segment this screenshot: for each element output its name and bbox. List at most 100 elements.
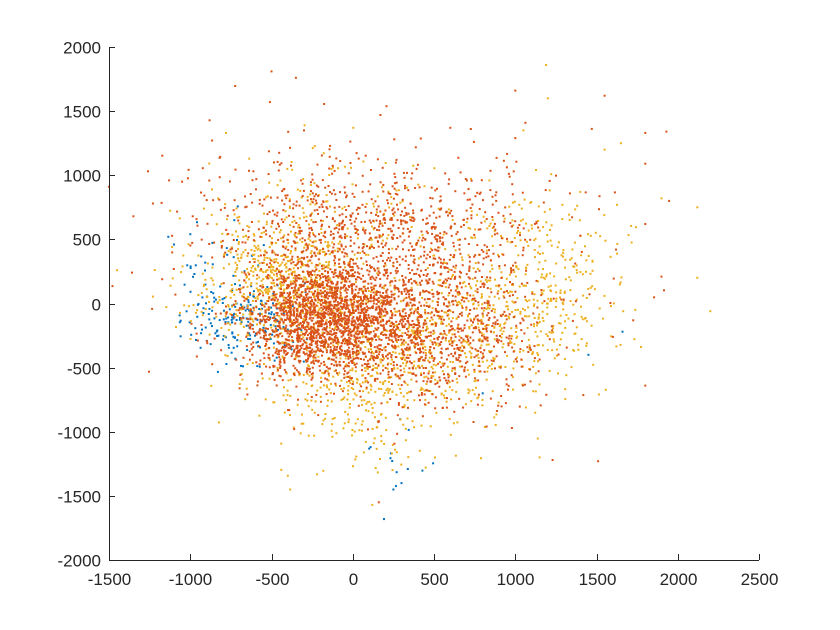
- scatter-point: [352, 351, 355, 354]
- scatter-point: [441, 315, 444, 318]
- scatter-point: [525, 240, 528, 243]
- scatter-point: [293, 330, 296, 333]
- scatter-point: [528, 344, 531, 347]
- scatter-point: [196, 224, 199, 227]
- scatter-point: [331, 333, 334, 336]
- scatter-point: [383, 518, 385, 521]
- scatter-point: [414, 333, 417, 336]
- scatter-point: [326, 245, 329, 248]
- scatter-point: [327, 291, 330, 294]
- scatter-point: [273, 365, 276, 368]
- scatter-point: [183, 283, 186, 286]
- scatter-point: [290, 287, 293, 289]
- scatter-point: [356, 307, 359, 309]
- scatter-point: [401, 332, 404, 335]
- scatter-point: [348, 319, 350, 322]
- scatter-point: [369, 300, 372, 303]
- scatter-point: [242, 293, 245, 296]
- scatter-point: [508, 334, 511, 337]
- scatter-point: [312, 357, 315, 360]
- scatter-point: [434, 321, 437, 324]
- scatter-point: [500, 365, 502, 368]
- scatter-point: [288, 343, 291, 346]
- scatter-point: [568, 218, 571, 221]
- scatter-point: [457, 300, 460, 303]
- scatter-point: [573, 349, 576, 352]
- scatter-point: [538, 245, 541, 248]
- scatter-point: [310, 278, 313, 281]
- scatter-point: [220, 282, 223, 285]
- scatter-point: [333, 210, 336, 213]
- scatter-point: [359, 312, 362, 314]
- scatter-point: [265, 196, 268, 199]
- scatter-point: [356, 327, 359, 330]
- scatter-point: [353, 338, 356, 341]
- scatter-point: [375, 299, 378, 301]
- scatter-point: [458, 335, 461, 338]
- scatter-point: [453, 329, 456, 332]
- scatter-point: [369, 342, 372, 345]
- scatter-point: [420, 386, 423, 389]
- scatter-point: [420, 392, 423, 394]
- scatter-point: [328, 333, 331, 335]
- scatter-point: [316, 347, 319, 350]
- scatter-point: [341, 221, 344, 224]
- scatter-point: [419, 275, 421, 278]
- scatter-point: [271, 317, 274, 319]
- scatter-point: [383, 357, 385, 360]
- scatter-point: [463, 324, 466, 327]
- scatter-point: [468, 198, 471, 201]
- scatter-point: [438, 246, 441, 249]
- scatter-point: [531, 291, 534, 293]
- scatter-point: [270, 286, 273, 289]
- scatter-point: [272, 342, 275, 345]
- scatter-point: [422, 351, 425, 354]
- scatter-point: [339, 160, 342, 162]
- scatter-point: [363, 328, 366, 331]
- scatter-point: [696, 206, 699, 209]
- scatter-point: [354, 337, 357, 340]
- scatter-point: [436, 304, 439, 307]
- scatter-point: [562, 255, 564, 258]
- scatter-point: [306, 309, 309, 312]
- scatter-point: [183, 304, 186, 307]
- scatter-point: [449, 360, 452, 363]
- scatter-point: [279, 365, 282, 368]
- scatter-point: [247, 252, 250, 255]
- scatter-point: [246, 307, 249, 310]
- scatter-point: [302, 278, 305, 281]
- scatter-point: [538, 383, 541, 386]
- scatter-point: [323, 251, 326, 253]
- scatter-point: [311, 338, 314, 341]
- scatter-point: [499, 323, 502, 326]
- scatter-point: [486, 227, 489, 230]
- scatter-point: [330, 230, 332, 233]
- scatter-point: [339, 240, 341, 243]
- scatter-point: [379, 294, 382, 297]
- scatter-point: [311, 286, 314, 288]
- scatter-point: [524, 284, 527, 287]
- scatter-point: [347, 325, 350, 328]
- scatter-point: [430, 227, 433, 230]
- scatter-point: [322, 308, 324, 311]
- scatter-point: [360, 358, 362, 360]
- scatter-point: [344, 323, 346, 325]
- scatter-point: [358, 330, 361, 333]
- scatter-point: [271, 241, 274, 244]
- scatter-point: [519, 231, 522, 234]
- scatter-point: [362, 451, 365, 454]
- scatter-point: [312, 355, 315, 358]
- scatter-point: [306, 302, 309, 305]
- scatter-point: [402, 395, 405, 398]
- scatter-point: [282, 356, 284, 359]
- scatter-point: [401, 324, 404, 327]
- scatter-point: [285, 309, 287, 312]
- scatter-point: [298, 374, 301, 377]
- scatter-point: [400, 220, 403, 223]
- scatter-point: [536, 352, 539, 355]
- scatter-point: [439, 273, 442, 276]
- scatter-point: [343, 370, 346, 373]
- scatter-point: [321, 312, 324, 315]
- scatter-point: [539, 330, 542, 333]
- scatter-point: [370, 324, 373, 327]
